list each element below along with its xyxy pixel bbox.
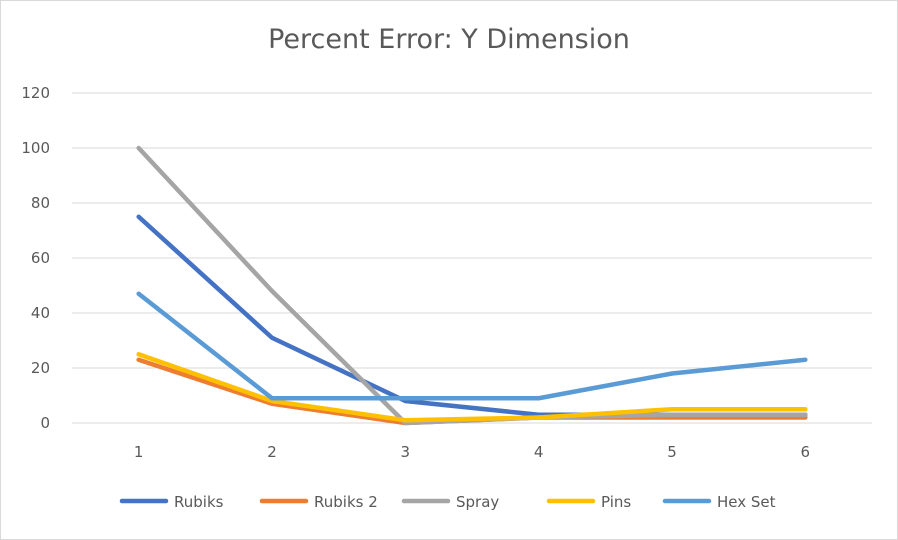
x-tick-label: 2 <box>267 443 277 461</box>
y-tick-label: 60 <box>31 249 50 267</box>
legend-item: Spray <box>401 493 499 511</box>
y-tick-label: 20 <box>31 359 50 377</box>
legend-label: Rubiks <box>174 493 224 511</box>
series-lines <box>136 145 808 426</box>
series-line-hex-set <box>136 291 808 401</box>
x-tick-label: 5 <box>667 443 677 461</box>
series-line-pins <box>136 352 808 423</box>
legend: Rubiks Rubiks 2 Spray Pins Hex Set <box>119 493 776 511</box>
x-axis-ticks: 1 2 3 4 5 6 <box>134 443 810 461</box>
x-tick-label: 3 <box>401 443 411 461</box>
y-tick-label: 40 <box>31 304 50 322</box>
legend-item: Rubiks <box>119 493 224 511</box>
x-tick-label: 4 <box>534 443 544 461</box>
y-tick-label: 120 <box>21 84 50 102</box>
x-tick-label: 1 <box>134 443 144 461</box>
chart-title: Percent Error: Y Dimension <box>268 24 630 55</box>
legend-item: Pins <box>546 493 631 511</box>
legend-label: Spray <box>456 493 499 511</box>
y-tick-label: 100 <box>21 139 50 157</box>
y-tick-label: 80 <box>31 194 50 212</box>
legend-item: Hex Set <box>662 493 776 511</box>
legend-item: Rubiks 2 <box>259 493 378 511</box>
legend-label: Pins <box>601 493 631 511</box>
legend-label: Rubiks 2 <box>314 493 378 511</box>
gridlines <box>72 92 872 424</box>
legend-label: Hex Set <box>717 493 776 511</box>
y-tick-label: 0 <box>40 414 50 432</box>
series-line-spray <box>136 145 808 426</box>
y-axis-ticks: 0 20 40 60 80 100 120 <box>21 84 50 432</box>
series-line-rubiks <box>136 214 808 417</box>
x-tick-label: 6 <box>801 443 811 461</box>
